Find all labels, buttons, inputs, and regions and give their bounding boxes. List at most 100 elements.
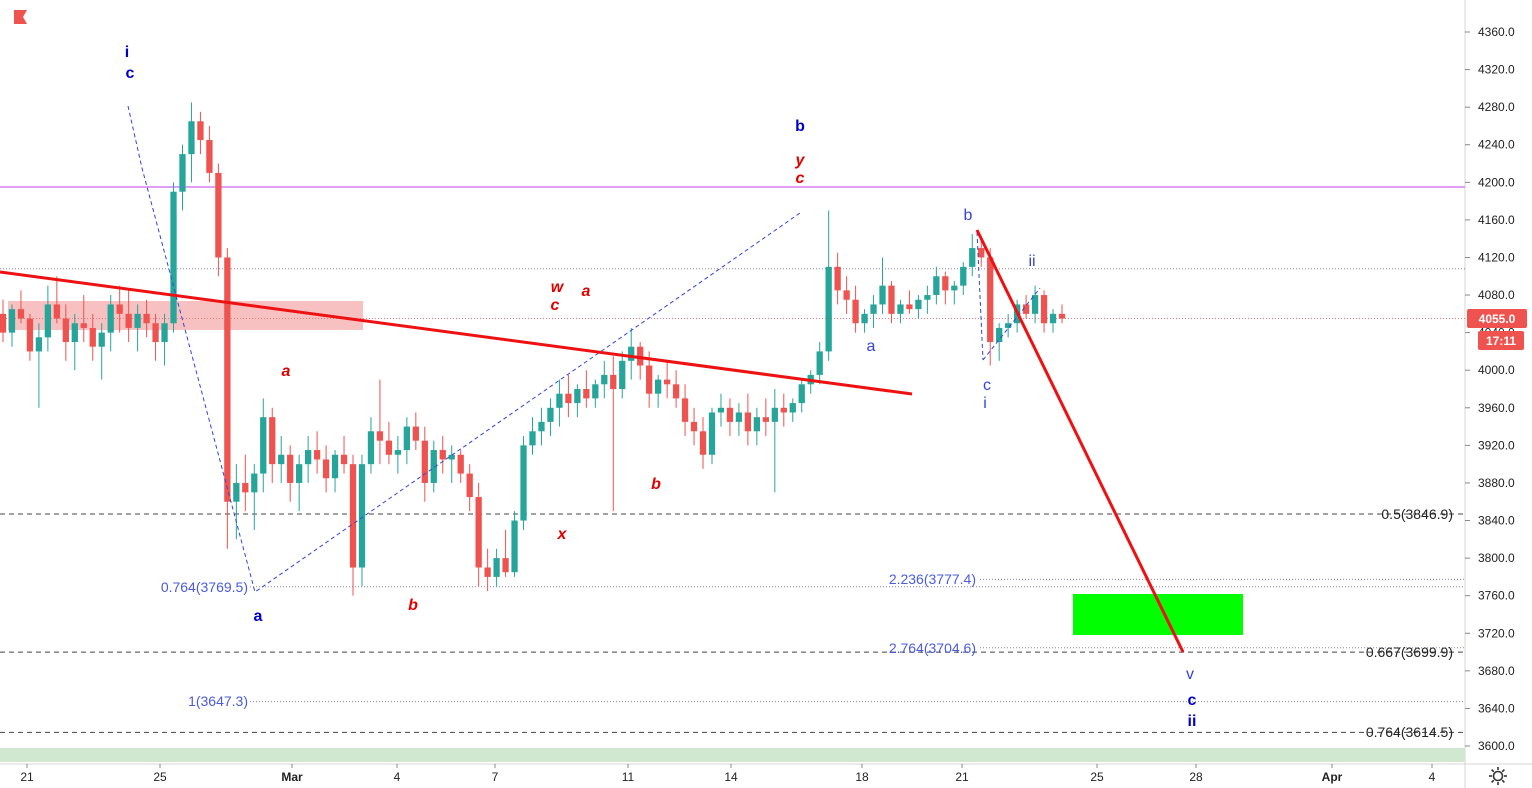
candle	[448, 445, 455, 483]
countdown-value: 17:11	[1486, 334, 1516, 348]
candle	[439, 435, 446, 474]
candle	[304, 435, 312, 483]
candle	[942, 271, 949, 305]
candle	[1040, 290, 1048, 333]
candle	[457, 450, 464, 483]
candle	[224, 248, 231, 549]
candle	[601, 360, 608, 399]
candle	[978, 238, 985, 267]
candle	[107, 295, 114, 352]
fib-label-0.764-b: 0.764(3614.5)	[1366, 724, 1453, 740]
candle	[188, 102, 195, 183]
candle	[672, 370, 680, 408]
candles	[0, 102, 1066, 596]
time-tick-label: 14	[724, 770, 738, 784]
candle	[843, 276, 850, 314]
candle	[358, 454, 366, 587]
candle	[296, 454, 303, 512]
candle	[690, 407, 698, 446]
candle	[349, 454, 357, 596]
candle	[726, 398, 734, 436]
candle	[143, 299, 150, 338]
candle	[780, 393, 787, 427]
candle	[313, 431, 321, 474]
candle	[897, 299, 904, 324]
candle	[35, 323, 43, 408]
candle	[367, 417, 375, 474]
time-tick-label: 7	[492, 770, 499, 784]
candle	[744, 393, 752, 446]
candle	[179, 144, 186, 211]
candle	[1005, 313, 1012, 338]
projected-drop-line[interactable]	[975, 229, 1185, 653]
time-tick-label: 21	[20, 770, 34, 784]
candle	[888, 280, 895, 324]
price-tick-label: 4160.0	[1478, 213, 1515, 227]
wave-label-v: v	[1186, 666, 1194, 683]
candle	[8, 304, 16, 347]
candle	[628, 327, 635, 380]
gear-icon[interactable]	[1489, 767, 1507, 785]
price-tick-label: 4000.0	[1478, 363, 1515, 377]
candle	[762, 398, 769, 436]
candle	[116, 285, 123, 333]
candle	[574, 384, 581, 418]
price-tick-label: 3600.0	[1478, 739, 1515, 753]
supply-zone[interactable]	[8, 301, 363, 330]
candle	[915, 295, 922, 319]
candle	[394, 435, 402, 474]
time-tick-label: 21	[955, 770, 969, 784]
time-tick-label: 28	[1189, 770, 1203, 784]
wave-label-a: a	[254, 608, 263, 625]
wave-label-small-b: b	[964, 207, 973, 224]
wave-label-red-c-1: c	[551, 297, 560, 314]
candle	[340, 435, 348, 474]
candle	[520, 435, 527, 530]
candle	[197, 111, 204, 155]
candle	[583, 370, 590, 408]
red-flag-icon[interactable]	[14, 10, 27, 24]
candle	[924, 285, 931, 314]
candle	[547, 398, 554, 436]
fib-label-0.5: 0.5(3846.9)	[1381, 506, 1453, 522]
candle	[717, 393, 725, 427]
price-axis[interactable]: 4360.0 4320.0 4280.0 4240.0 4200.0 4160.0 4120…	[1465, 25, 1515, 753]
price-tick-label: 3920.0	[1478, 438, 1515, 452]
candle	[699, 417, 707, 469]
candle	[269, 407, 276, 483]
candle	[251, 464, 258, 530]
last-price-value: 4055.0	[1479, 312, 1516, 326]
candle	[753, 407, 761, 446]
wave-label-small-ii: ii	[1028, 253, 1035, 270]
candle	[951, 280, 958, 305]
time-axis[interactable]: 21 25 Mar 4 7 11 14 18 21 25 28 Apr 4	[20, 764, 1436, 784]
wave-labels: i c b a v c ii a b ii c i a w c a x b b …	[125, 44, 1197, 730]
candle	[287, 445, 294, 502]
wave-label-small-c: c	[983, 377, 991, 394]
price-tick-label: 3760.0	[1478, 589, 1515, 603]
candle	[331, 450, 339, 493]
wave-label-ii-target: ii	[1188, 713, 1197, 730]
fib-label-0.667: 0.667(3699.9)	[1366, 644, 1453, 660]
candle	[592, 379, 599, 408]
candle	[538, 407, 545, 446]
candle	[906, 290, 913, 314]
wave-connectors	[127, 105, 1041, 593]
candle	[475, 482, 482, 587]
price-tick-label: 3800.0	[1478, 551, 1515, 565]
candle	[852, 285, 859, 333]
candle	[1022, 295, 1030, 319]
candle	[834, 252, 841, 305]
time-tick-label: 25	[1090, 770, 1104, 784]
descending-trendline[interactable]	[0, 270, 913, 396]
time-tick-label: 4	[1429, 770, 1436, 784]
candle	[987, 248, 994, 366]
time-tick-label: Apr	[1322, 770, 1343, 784]
fib-labels: 0.5(3846.9) 2.236(3777.4) 0.764(3769.5) …	[161, 506, 1453, 740]
price-tick-label: 3640.0	[1478, 701, 1515, 715]
candle	[511, 511, 518, 577]
candle	[529, 417, 536, 455]
wave-connector-b-c	[976, 231, 984, 361]
candle	[161, 313, 168, 366]
